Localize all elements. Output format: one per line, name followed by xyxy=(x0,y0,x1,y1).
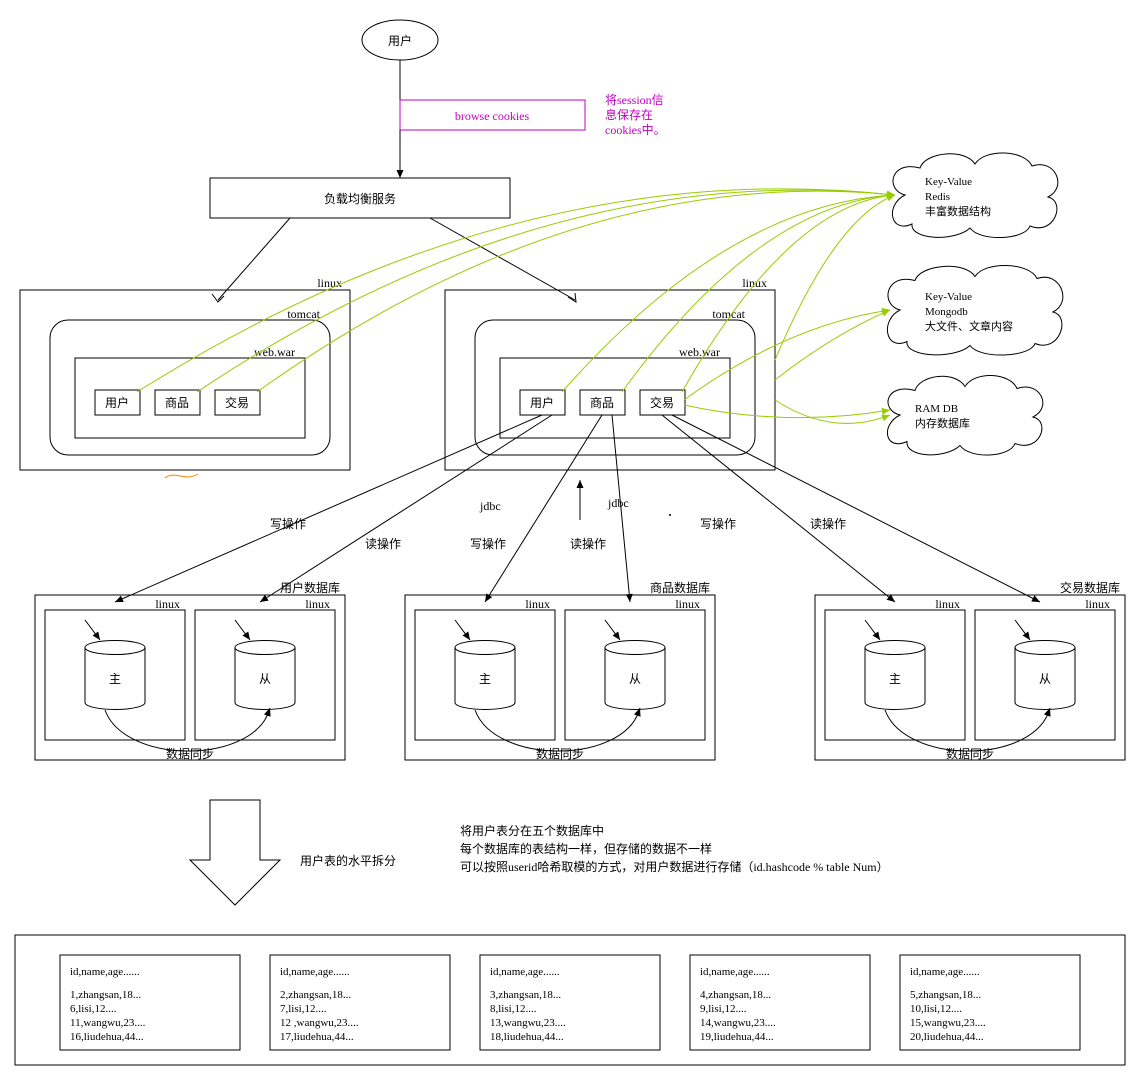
svg-text:用户数据库: 用户数据库 xyxy=(280,580,340,595)
svg-text:6,lisi,12....: 6,lisi,12.... xyxy=(70,1003,117,1015)
svg-text:5,zhangsan,18...: 5,zhangsan,18... xyxy=(910,989,981,1001)
svg-text:id,name,age......: id,name,age...... xyxy=(700,966,770,978)
svg-text:11,wangwu,23....: 11,wangwu,23.... xyxy=(70,1017,146,1029)
svg-text:交易: 交易 xyxy=(650,395,674,410)
svg-text:写操作: 写操作 xyxy=(470,536,506,551)
svg-text:数据同步: 数据同步 xyxy=(166,746,214,761)
svg-text:4,zhangsan,18...: 4,zhangsan,18... xyxy=(700,989,771,1001)
svg-text:linux: linux xyxy=(742,276,767,290)
svg-text:9,lisi,12....: 9,lisi,12.... xyxy=(700,1003,747,1015)
svg-text:负载均衡服务: 负载均衡服务 xyxy=(324,191,396,206)
svg-text:可以按照userid哈希取模的方式，对用户数据进行存储（id: 可以按照userid哈希取模的方式，对用户数据进行存储（id.hashcode … xyxy=(460,859,889,874)
svg-text:14,wangwu,23....: 14,wangwu,23.... xyxy=(700,1017,776,1029)
svg-text:读操作: 读操作 xyxy=(570,536,606,551)
svg-text:tomcat: tomcat xyxy=(712,307,745,321)
svg-text:主: 主 xyxy=(479,672,491,686)
svg-text:id,name,age......: id,name,age...... xyxy=(490,966,560,978)
svg-text:用户表的水平拆分: 用户表的水平拆分 xyxy=(300,853,396,868)
svg-text:19,liudehua,44...: 19,liudehua,44... xyxy=(700,1031,774,1043)
svg-text:linux: linux xyxy=(935,597,960,611)
svg-text:交易数据库: 交易数据库 xyxy=(1060,580,1120,595)
svg-text:tomcat: tomcat xyxy=(287,307,320,321)
svg-text:Key-Value: Key-Value xyxy=(925,291,972,303)
svg-text:将用户表分在五个数据库中: 将用户表分在五个数据库中 xyxy=(460,823,604,838)
svg-text:Mongodb: Mongodb xyxy=(925,306,968,318)
svg-text:丰富数据结构: 丰富数据结构 xyxy=(925,204,991,218)
svg-text:linux: linux xyxy=(317,276,342,290)
svg-text:读操作: 读操作 xyxy=(810,516,846,531)
svg-text:Redis: Redis xyxy=(925,191,950,203)
svg-text:交易: 交易 xyxy=(225,395,249,410)
svg-text:8,lisi,12....: 8,lisi,12.... xyxy=(490,1003,537,1015)
svg-text:数据同步: 数据同步 xyxy=(946,746,994,761)
svg-text:18,liudehua,44...: 18,liudehua,44... xyxy=(490,1031,564,1043)
svg-text:RAM DB: RAM DB xyxy=(915,403,958,415)
svg-text:id,name,age......: id,name,age...... xyxy=(910,966,980,978)
svg-text:16,liudehua,44...: 16,liudehua,44... xyxy=(70,1031,144,1043)
svg-text:主: 主 xyxy=(109,672,121,686)
svg-text:大文件、文章内容: 大文件、文章内容 xyxy=(925,319,1013,333)
svg-text:Key-Value: Key-Value xyxy=(925,176,972,188)
svg-text:将session信: 将session信 xyxy=(605,93,664,107)
svg-text:20,liudehua,44...: 20,liudehua,44... xyxy=(910,1031,984,1043)
svg-text:写操作: 写操作 xyxy=(270,516,306,531)
svg-text:linux: linux xyxy=(305,597,330,611)
svg-text:browse cookies: browse cookies xyxy=(455,109,530,123)
svg-text:每个数据库的表结构一样，但存储的数据不一样: 每个数据库的表结构一样，但存储的数据不一样 xyxy=(460,841,712,856)
svg-text:12 ,wangwu,23....: 12 ,wangwu,23.... xyxy=(280,1017,359,1029)
svg-text:息保存在: 息保存在 xyxy=(605,107,653,122)
svg-text:linux: linux xyxy=(525,597,550,611)
svg-text:cookies中。: cookies中。 xyxy=(605,122,666,137)
svg-text:linux: linux xyxy=(1085,597,1110,611)
svg-text:从: 从 xyxy=(629,672,641,686)
svg-text:web.war: web.war xyxy=(679,345,720,359)
svg-text:linux: linux xyxy=(675,597,700,611)
svg-text:3,zhangsan,18...: 3,zhangsan,18... xyxy=(490,989,561,1001)
svg-text:用户: 用户 xyxy=(388,33,412,48)
svg-text:商品: 商品 xyxy=(165,395,189,410)
svg-text:jdbc: jdbc xyxy=(607,496,629,510)
svg-text:17,liudehua,44...: 17,liudehua,44... xyxy=(280,1031,354,1043)
svg-text:id,name,age......: id,name,age...... xyxy=(70,966,140,978)
svg-text:2,zhangsan,18...: 2,zhangsan,18... xyxy=(280,989,351,1001)
svg-text:15,wangwu,23....: 15,wangwu,23.... xyxy=(910,1017,986,1029)
svg-text:10,lisi,12....: 10,lisi,12.... xyxy=(910,1003,962,1015)
svg-text:id,name,age......: id,name,age...... xyxy=(280,966,350,978)
svg-text:linux: linux xyxy=(155,597,180,611)
architecture-diagram: 用户 browse cookies 将session信息保存在cookies中。负载… xyxy=(0,0,1138,1075)
svg-text:写操作: 写操作 xyxy=(700,516,736,531)
svg-text:商品数据库: 商品数据库 xyxy=(650,580,710,595)
svg-text:内存数据库: 内存数据库 xyxy=(915,416,970,430)
svg-text:1,zhangsan,18...: 1,zhangsan,18... xyxy=(70,989,141,1001)
svg-text:从: 从 xyxy=(1039,672,1051,686)
svg-text:13,wangwu,23....: 13,wangwu,23.... xyxy=(490,1017,566,1029)
svg-text:7,lisi,12....: 7,lisi,12.... xyxy=(280,1003,327,1015)
svg-text:jdbc: jdbc xyxy=(479,499,501,513)
svg-text:数据同步: 数据同步 xyxy=(536,746,584,761)
svg-text:用户: 用户 xyxy=(530,395,554,410)
svg-text:读操作: 读操作 xyxy=(365,536,401,551)
svg-text:商品: 商品 xyxy=(590,395,614,410)
svg-text:主: 主 xyxy=(889,672,901,686)
svg-text:从: 从 xyxy=(259,672,271,686)
svg-text:用户: 用户 xyxy=(105,395,129,410)
